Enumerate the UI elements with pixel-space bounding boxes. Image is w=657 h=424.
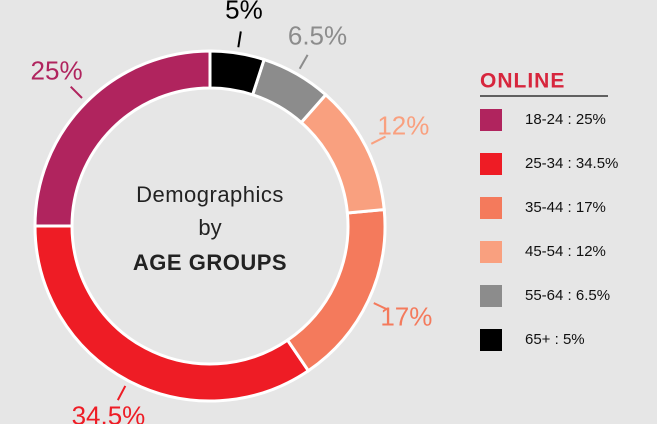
leader-line [298,54,309,70]
legend-swatch [480,329,502,351]
leader-line [373,302,389,311]
center-text: AGE GROUPS [133,250,287,275]
legend-swatch [480,285,502,307]
data-label: 5% [225,0,263,25]
data-label: 34.5% [72,401,146,424]
legend-label: 25-34 : 34.5% [525,155,618,172]
leader-line [69,85,83,99]
leader-line [237,31,242,48]
legend-label: 18-24 : 25% [525,111,606,128]
legend-title: ONLINE [480,70,565,93]
data-label: 25% [31,55,83,85]
center-text: by [198,215,221,240]
donut-segment [208,49,266,97]
leader-line [116,385,127,401]
center-text: Demographics [136,182,284,207]
legend-label: 45-54 : 12% [525,243,606,260]
legend-swatch [480,153,502,175]
data-label: 12% [377,110,429,140]
leader-line [370,135,386,145]
legend-swatch [480,109,502,131]
legend-label: 65+ : 5% [525,331,585,348]
legend-swatch [480,241,502,263]
legend-label: 35-44 : 17% [525,199,606,216]
legend-swatch [480,197,502,219]
legend-label: 55-64 : 6.5% [525,287,610,304]
data-label: 6.5% [288,20,347,50]
data-label: 17% [380,301,432,331]
